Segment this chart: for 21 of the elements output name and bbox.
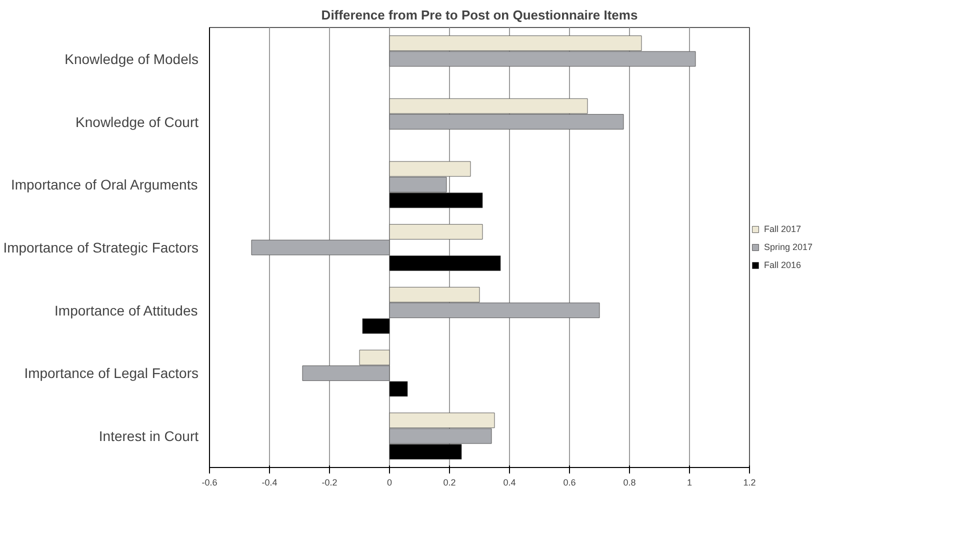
x-tick-label: -0.6 bbox=[202, 478, 218, 488]
y-tick-label: Interest in Court bbox=[98, 428, 199, 444]
y-tick-label: Knowledge of Court bbox=[76, 114, 199, 130]
y-tick-label: Knowledge of Models bbox=[64, 50, 199, 67]
legend-label: Fall 2016 bbox=[764, 260, 802, 270]
x-tick-label: 0.6 bbox=[563, 478, 576, 488]
x-tick-label: -0.4 bbox=[262, 478, 278, 488]
chart-title: Difference from Pre to Post on Questionnaire Items bbox=[321, 8, 638, 22]
x-tick-label: 0.8 bbox=[623, 478, 636, 488]
y-tick-label: Importance of Legal Factors bbox=[24, 365, 199, 382]
legend-label: Fall 2017 bbox=[764, 224, 802, 234]
x-tick-label: 0.4 bbox=[503, 478, 516, 488]
y-tick-label: Importance of Attitudes bbox=[54, 302, 198, 318]
legend-label: Spring 2017 bbox=[764, 242, 813, 252]
x-tick-label: -0.2 bbox=[322, 478, 338, 488]
y-tick-label: Importance of Oral Arguments bbox=[10, 176, 198, 193]
y-tick-label: Importance of Strategic Factors bbox=[3, 240, 199, 256]
x-tick-label: 1 bbox=[686, 478, 692, 488]
x-tick-label: 0 bbox=[386, 478, 392, 488]
x-tick-label: 1.2 bbox=[743, 478, 756, 488]
x-tick-label: 0.2 bbox=[443, 478, 456, 488]
